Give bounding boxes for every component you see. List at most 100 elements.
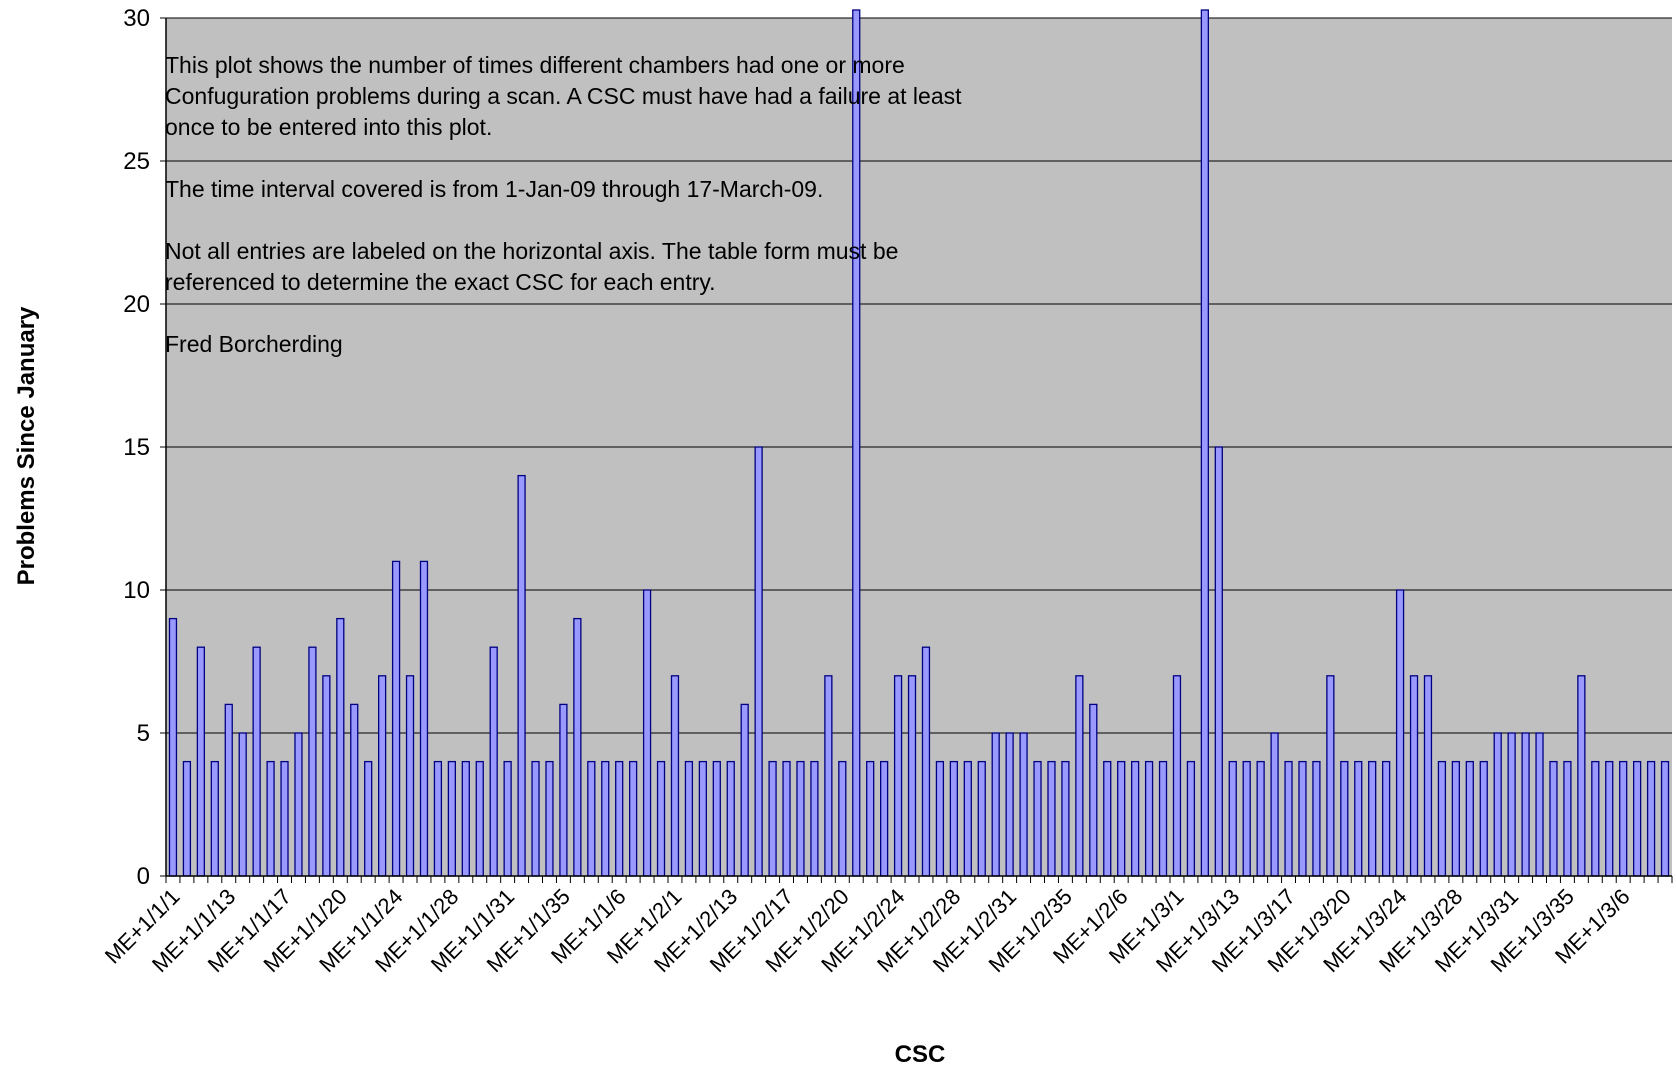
bar — [1200, 9, 1209, 877]
bar — [391, 560, 401, 877]
bar — [1284, 760, 1293, 877]
bar — [1493, 732, 1502, 877]
bar — [768, 760, 777, 877]
y-tick-labels: 0 5 10 15 20 25 30 — [123, 5, 166, 890]
bar — [1368, 760, 1377, 877]
bar — [1228, 760, 1237, 877]
bar — [1214, 446, 1223, 877]
bar — [726, 760, 735, 877]
bar — [893, 675, 903, 877]
bar — [1047, 760, 1056, 877]
bar — [475, 760, 484, 877]
bar — [322, 675, 331, 877]
bar — [308, 646, 317, 877]
bar — [1172, 675, 1182, 877]
bar — [1270, 732, 1279, 877]
bar — [1605, 760, 1614, 877]
y-tick-label: 30 — [123, 5, 150, 32]
bar — [866, 760, 875, 877]
bar — [1340, 760, 1349, 877]
bar — [503, 760, 512, 877]
bar — [698, 760, 707, 877]
bar — [1103, 760, 1112, 877]
bar — [1660, 760, 1670, 877]
bar — [935, 760, 945, 877]
annotation-paragraph-1: This plot shows the number of times diff… — [165, 52, 962, 140]
bar — [1075, 675, 1084, 877]
annotation-paragraph-3: Not all entries are labeled on the horiz… — [165, 238, 899, 295]
bar — [601, 760, 610, 877]
bar — [1437, 760, 1447, 877]
bar — [531, 760, 540, 877]
bar — [433, 760, 443, 877]
bar — [266, 760, 275, 877]
bar — [238, 732, 247, 877]
bar — [559, 703, 568, 877]
bar — [1633, 760, 1642, 877]
bar — [350, 703, 359, 877]
bar — [573, 617, 582, 877]
bar — [1395, 589, 1405, 877]
bar — [754, 446, 763, 877]
x-tick-labels: ME+1/1/1ME+1/1/13ME+1/1/17ME+1/1/20ME+1/… — [100, 884, 1635, 977]
bar — [1158, 760, 1168, 877]
bar — [461, 760, 470, 877]
bar — [1326, 675, 1335, 877]
bar — [545, 760, 554, 877]
y-tick-label: 20 — [123, 291, 150, 318]
bar — [210, 760, 219, 877]
bar — [629, 760, 638, 877]
bar — [740, 703, 749, 877]
bar — [336, 617, 345, 877]
bar — [1298, 760, 1307, 877]
bar — [615, 760, 624, 877]
bar — [977, 760, 986, 877]
y-tick-label: 0 — [137, 863, 150, 890]
bar — [963, 760, 972, 877]
y-tick-label: 10 — [123, 577, 150, 604]
bar — [168, 617, 178, 877]
bar — [1033, 760, 1042, 877]
bar — [670, 675, 680, 877]
bar — [1089, 703, 1098, 877]
bar — [447, 760, 456, 877]
bar — [921, 646, 931, 877]
bar — [1535, 732, 1544, 877]
bar — [294, 732, 303, 877]
bar — [838, 760, 847, 877]
bar — [1312, 760, 1321, 877]
bar — [1591, 760, 1600, 877]
bar — [1242, 760, 1251, 877]
y-axis-title: Problems Since January — [13, 306, 40, 585]
y-tick-label: 25 — [123, 148, 150, 175]
bar — [280, 760, 289, 877]
bar — [1619, 760, 1628, 877]
bar — [1521, 732, 1530, 877]
y-tick-label: 5 — [137, 720, 150, 747]
bar — [419, 560, 429, 877]
bar — [196, 646, 205, 877]
bar — [1549, 760, 1558, 877]
bar — [642, 589, 652, 877]
bar — [1117, 760, 1126, 877]
bar — [1131, 760, 1140, 877]
bar — [378, 675, 387, 877]
bar — [1354, 760, 1363, 877]
bar — [1005, 732, 1014, 877]
bar — [991, 732, 1000, 877]
bar — [1256, 760, 1265, 877]
bar — [224, 703, 233, 877]
bar — [1563, 760, 1572, 877]
bar — [587, 760, 596, 877]
bar — [1144, 760, 1154, 877]
bar — [1507, 732, 1516, 877]
bar — [1382, 760, 1391, 877]
bar — [810, 760, 819, 877]
bar — [880, 760, 889, 877]
bar — [656, 760, 666, 877]
bar — [1423, 675, 1433, 877]
bar — [1409, 675, 1419, 877]
gridlines — [166, 17, 1672, 734]
bar — [1061, 760, 1070, 877]
